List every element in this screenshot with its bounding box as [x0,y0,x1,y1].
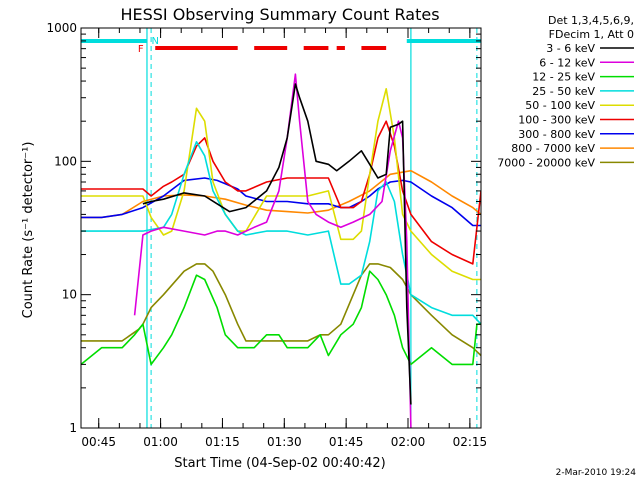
x-tick-label: 02:00 [391,435,426,449]
y-tick-label: 1000 [46,21,77,35]
series-line [133,73,412,428]
night-flag-label: N [151,36,158,47]
series-line [81,270,481,366]
plot-frame [80,27,482,429]
legend: Det 1,3,4,5,6,9, FDecim 1, Att 0 3 - 6 k… [497,14,634,169]
plot-area: FN [81,28,481,428]
series-line [81,120,481,265]
x-axis-label: Start Time (04-Sep-02 00:40:42) [174,456,385,471]
legend-entry-label: 12 - 25 keV [532,71,595,84]
chart-title: HESSI Observing Summary Count Rates [120,5,439,24]
x-tick-label: 02:15 [453,435,488,449]
series-line [81,141,481,325]
x-tick-label: 00:45 [81,435,116,449]
legend-header-line-2: FDecim 1, Att 0 [549,28,634,41]
x-tick-label: 01:00 [143,435,178,449]
x-tick-label: 01:15 [205,435,240,449]
timestamp: 2-Mar-2010 19:24 [556,468,637,478]
y-tick-label: 100 [54,154,77,168]
x-tick-label: 01:45 [329,435,364,449]
legend-entry-label: 100 - 300 keV [518,114,595,127]
legend-entry-label: 25 - 50 keV [532,85,595,98]
legend-entry-label: 3 - 6 keV [546,42,595,55]
y-tick-label: 10 [62,288,77,302]
x-tick-label: 01:30 [267,435,302,449]
legend-entry-label: 6 - 12 keV [539,56,595,69]
legend-entry-label: 50 - 100 keV [525,99,595,112]
series-line [81,263,481,357]
legend-entry-label: 800 - 7000 keV [511,142,595,155]
legend-entry-label: 7000 - 20000 keV [497,156,595,169]
legend-header-line-1: Det 1,3,4,5,6,9, [548,14,634,27]
y-tick-label: 1 [69,421,77,435]
series-layer [81,73,481,428]
series-line [81,88,481,281]
series-line [142,83,412,405]
series-line [81,177,481,227]
y-axis-label: Count Rate (s⁻¹ detector⁻¹) [21,142,36,319]
legend-entry-label: 300 - 800 keV [518,128,595,141]
flare-flag-label: F [138,44,144,55]
axes-layer: 1 10 100 1000 00:45 01:00 01:15 01:30 01:45 02:00… [46,21,487,449]
series-line [81,169,481,219]
